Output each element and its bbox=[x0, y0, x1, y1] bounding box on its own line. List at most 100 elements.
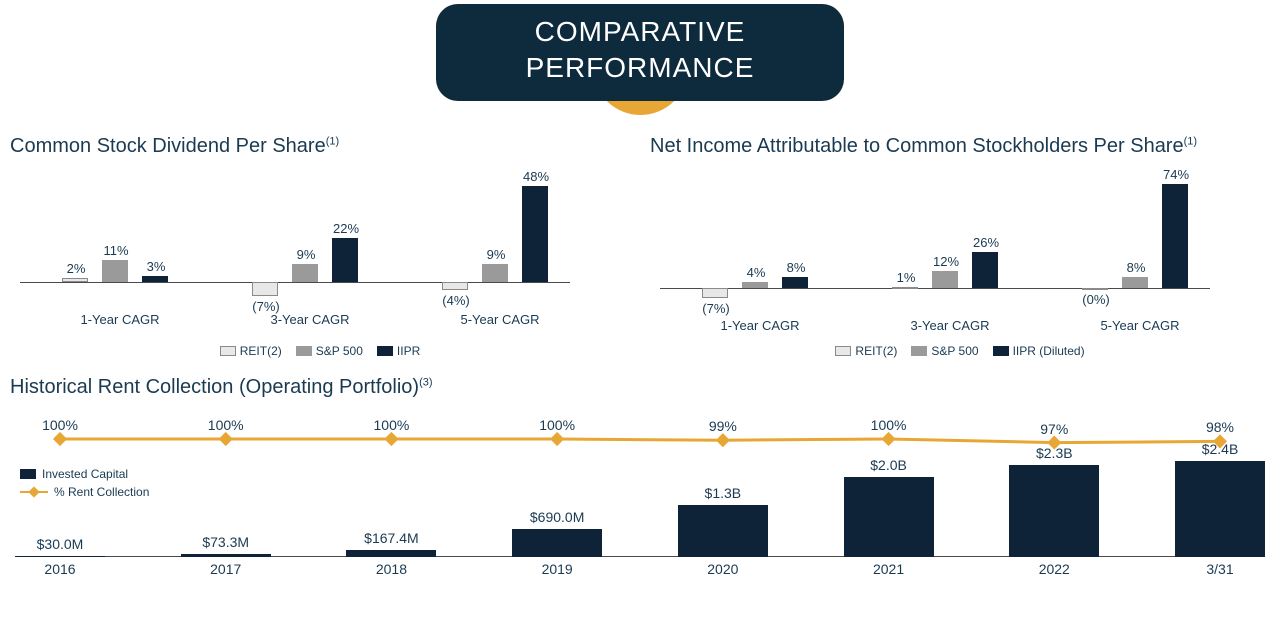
x-axis-label: 2019 bbox=[497, 561, 617, 577]
x-axis-label: 2020 bbox=[663, 561, 783, 577]
bar-reit: (7%) bbox=[702, 288, 728, 298]
bar-value-label: $167.4M bbox=[331, 530, 451, 546]
legend-item: REIT(2) bbox=[835, 344, 897, 358]
legend-label: REIT(2) bbox=[855, 344, 897, 358]
bar-value-label: 12% bbox=[916, 254, 976, 269]
invested-capital-bar: $30.0M bbox=[15, 556, 105, 557]
bar-group: (7%) 4% 8% bbox=[680, 178, 840, 338]
dividend-legend: REIT(2) S&P 500 IIPR bbox=[10, 344, 630, 358]
bar-value-label: (0%) bbox=[1066, 292, 1126, 307]
bar-value-label: 74% bbox=[1146, 167, 1206, 182]
bar-value-label: 9% bbox=[276, 247, 336, 262]
rent-title-text: Historical Rent Collection (Operating Po… bbox=[10, 376, 419, 398]
group-x-label: 5-Year CAGR bbox=[1060, 318, 1220, 333]
bar-value-label: $2.4B bbox=[1160, 441, 1280, 457]
legend-swatch bbox=[911, 346, 927, 356]
header-title-box: COMPARATIVE PERFORMANCE bbox=[436, 4, 845, 101]
legend-label: % Rent Collection bbox=[54, 485, 149, 499]
bar-sp500: 9% bbox=[482, 264, 508, 282]
rent-pct-label: 100% bbox=[196, 417, 256, 433]
bar-sp500: 9% bbox=[292, 264, 318, 282]
bar-sp500: 8% bbox=[1122, 277, 1148, 288]
legend-label: Invested Capital bbox=[42, 467, 128, 481]
x-axis-label: 2022 bbox=[994, 561, 1114, 577]
header-line-1: COMPARATIVE bbox=[526, 14, 755, 50]
x-axis-label: 2018 bbox=[331, 561, 451, 577]
bar-value-label: 48% bbox=[506, 169, 566, 184]
bar-iipr: 3% bbox=[142, 276, 168, 282]
invested-capital-bar: $167.4M bbox=[346, 550, 436, 557]
dividend-panel: Common Stock Dividend Per Share(1) 2%11%… bbox=[10, 135, 630, 358]
group-x-label: 1-Year CAGR bbox=[40, 312, 200, 327]
rent-pct-label: 100% bbox=[30, 417, 90, 433]
bar-value-label: $1.3B bbox=[663, 485, 783, 501]
bar-value-label: 8% bbox=[766, 260, 826, 275]
rent-title: Historical Rent Collection (Operating Po… bbox=[10, 376, 1270, 399]
bar-iipr: 22% bbox=[332, 238, 358, 282]
x-axis-label: 2021 bbox=[829, 561, 949, 577]
legend-item: REIT(2) bbox=[220, 344, 282, 358]
x-axis-label: 3/31 bbox=[1160, 561, 1280, 577]
legend-item: S&P 500 bbox=[296, 344, 363, 358]
group-x-label: 3-Year CAGR bbox=[870, 318, 1030, 333]
bar-value-label: 22% bbox=[316, 221, 376, 236]
legend-swatch bbox=[20, 469, 36, 479]
bar-reit: (7%) bbox=[252, 282, 278, 296]
netincome-footnote: (1) bbox=[1184, 135, 1197, 147]
bar-iipr: 26% bbox=[972, 252, 998, 288]
invested-capital-bar: $73.3M bbox=[181, 554, 271, 557]
group-x-label: 1-Year CAGR bbox=[680, 318, 840, 333]
dividend-title-text: Common Stock Dividend Per Share bbox=[10, 135, 326, 157]
bar-value-label: 8% bbox=[1106, 260, 1166, 275]
rent-pct-label: 100% bbox=[527, 417, 587, 433]
dividend-footnote: (1) bbox=[326, 135, 339, 147]
bar-sp500: 12% bbox=[932, 271, 958, 288]
legend-label: S&P 500 bbox=[316, 344, 363, 358]
bar-value-label: 11% bbox=[86, 243, 146, 258]
bar-value-label: $2.3B bbox=[994, 445, 1114, 461]
bar-value-label: $73.3M bbox=[166, 534, 286, 550]
bar-reit: (4%) bbox=[442, 282, 468, 290]
bar-value-label: 26% bbox=[956, 235, 1016, 250]
rent-chart: 100%100%100%100%99%100%97%98%$30.0M2016$… bbox=[20, 417, 1260, 577]
legend-label: S&P 500 bbox=[931, 344, 978, 358]
netincome-panel: Net Income Attributable to Common Stockh… bbox=[650, 135, 1270, 358]
bar-sp500: 11% bbox=[102, 260, 128, 282]
bar-iipr: 48% bbox=[522, 186, 548, 282]
bar-group: (0%)8%74% bbox=[1060, 178, 1220, 338]
bar-iipr: 8% bbox=[782, 277, 808, 288]
rent-footnote: (3) bbox=[419, 376, 432, 388]
x-axis-label: 2016 bbox=[0, 561, 120, 577]
legend-item: IIPR (Diluted) bbox=[993, 344, 1085, 358]
legend-label: IIPR bbox=[397, 344, 420, 358]
bar-group: 1%12%26% bbox=[870, 178, 1030, 338]
rent-panel: Historical Rent Collection (Operating Po… bbox=[0, 358, 1280, 577]
bar-value-label: $690.0M bbox=[497, 509, 617, 525]
bar-value-label: $30.0M bbox=[0, 536, 120, 552]
legend-item: Invested Capital bbox=[20, 467, 149, 481]
x-axis-label: 2017 bbox=[166, 561, 286, 577]
legend-item: IIPR bbox=[377, 344, 420, 358]
bar-value-label: 3% bbox=[126, 259, 186, 274]
legend-label: IIPR (Diluted) bbox=[1013, 344, 1085, 358]
invested-capital-bar: $1.3B bbox=[678, 505, 768, 557]
bar-sp500: 4% bbox=[742, 282, 768, 288]
bar-value-label: (4%) bbox=[426, 293, 486, 308]
bar-value-label: 2% bbox=[46, 261, 106, 276]
netincome-chart: (7%)4%8%1-Year CAGR1%12%26%3-Year CAGR(0… bbox=[650, 178, 1270, 338]
bar-value-label: $2.0B bbox=[829, 457, 949, 473]
rent-pct-label: 98% bbox=[1190, 419, 1250, 435]
bar-value-label: 1% bbox=[876, 270, 936, 285]
legend-swatch bbox=[993, 346, 1009, 356]
legend-swatch bbox=[220, 346, 236, 356]
netincome-title-text: Net Income Attributable to Common Stockh… bbox=[650, 135, 1184, 157]
invested-capital-bar: $690.0M bbox=[512, 529, 602, 557]
bar-reit: (0%) bbox=[1082, 288, 1108, 290]
header-line-2: PERFORMANCE bbox=[526, 50, 755, 86]
bar-iipr: 74% bbox=[1162, 184, 1188, 288]
bar-reit: 1% bbox=[892, 287, 918, 289]
rent-legend: Invested Capital % Rent Collection bbox=[20, 467, 149, 503]
legend-swatch bbox=[377, 346, 393, 356]
rent-pct-label: 97% bbox=[1024, 421, 1084, 437]
legend-item: S&P 500 bbox=[911, 344, 978, 358]
